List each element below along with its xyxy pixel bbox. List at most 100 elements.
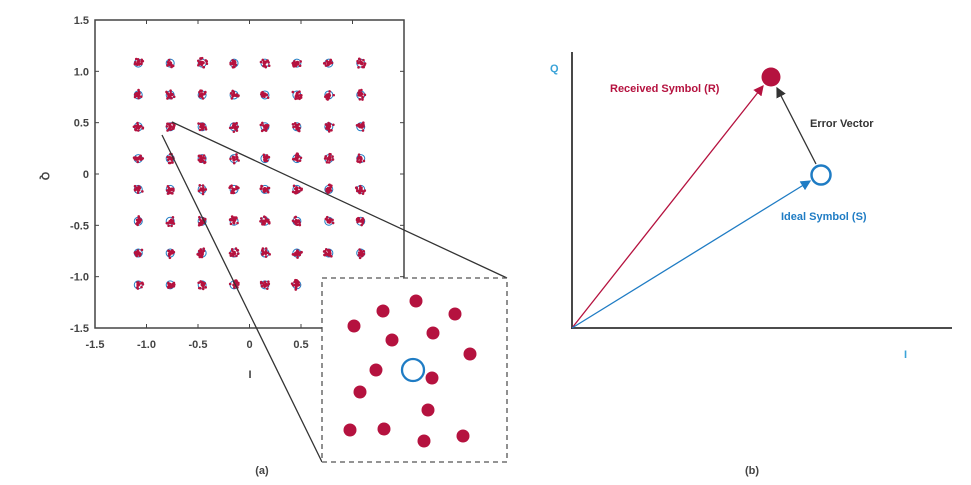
- received-point: [298, 97, 301, 101]
- received-point: [325, 252, 328, 256]
- received-point: [362, 159, 366, 163]
- received-point: [136, 284, 140, 287]
- received-point: [357, 57, 361, 61]
- received-point: [201, 184, 205, 187]
- received-point: [361, 192, 365, 195]
- received-point: [297, 223, 301, 226]
- received-point: [204, 188, 208, 191]
- received-point: [229, 61, 232, 65]
- received-point: [171, 249, 174, 252]
- received-point: [363, 62, 367, 65]
- received-point: [199, 89, 202, 93]
- received-point: [361, 220, 364, 224]
- inset-received-point: [369, 363, 383, 377]
- received-point: [264, 129, 268, 132]
- y-tick-label: 1.0: [74, 66, 89, 78]
- received-point: [232, 161, 236, 165]
- received-point: [140, 58, 144, 62]
- x-tick-label: -1.0: [137, 339, 156, 351]
- received-point: [293, 121, 297, 125]
- received-point: [267, 221, 271, 225]
- inset-points: [343, 294, 477, 448]
- received-point: [291, 122, 295, 126]
- received-point: [298, 186, 302, 190]
- x-tick-label: -0.5: [189, 339, 208, 351]
- received-point: [356, 216, 360, 220]
- received-point: [140, 248, 144, 252]
- received-point: [259, 217, 263, 220]
- received-point: [197, 281, 200, 285]
- received-point: [136, 249, 140, 252]
- received-point: [265, 188, 269, 191]
- received-point: [357, 189, 360, 193]
- received-point: [168, 219, 172, 223]
- received-point: [264, 255, 268, 258]
- received-point: [293, 64, 297, 67]
- received-point: [197, 61, 201, 65]
- received-point: [229, 157, 232, 161]
- received-point: [172, 189, 175, 192]
- received-point: [199, 57, 202, 60]
- received-point: [295, 152, 299, 155]
- received-vector: [571, 84, 764, 329]
- received-point: [327, 188, 331, 191]
- received-point: [325, 161, 329, 164]
- received-symbol: [761, 67, 781, 87]
- received-point: [201, 127, 205, 131]
- error-label: Error Vector: [810, 118, 874, 130]
- received-point: [202, 92, 206, 96]
- received-point: [299, 251, 303, 254]
- received-point: [323, 157, 327, 160]
- received-point: [260, 185, 264, 188]
- received-point: [139, 218, 142, 221]
- received-point: [300, 187, 303, 191]
- received-point: [228, 251, 232, 255]
- received-point: [197, 122, 200, 125]
- received-point: [233, 125, 236, 129]
- received-point: [201, 287, 205, 291]
- received-point: [234, 122, 237, 126]
- received-point: [356, 220, 359, 224]
- received-point: [259, 123, 263, 127]
- ideal-point: [165, 58, 175, 68]
- received-point: [362, 250, 366, 253]
- received-point: [292, 184, 296, 188]
- received-point: [296, 256, 299, 259]
- received-point: [172, 222, 176, 225]
- received-point: [267, 155, 271, 159]
- y-tick-label: 1.5: [74, 15, 89, 27]
- received-point: [197, 189, 201, 193]
- received-point: [360, 88, 363, 92]
- received-point: [354, 186, 358, 190]
- inset-received-point: [417, 434, 431, 448]
- received-point: [200, 253, 203, 257]
- received-point: [136, 125, 140, 129]
- received-point: [265, 123, 269, 127]
- received-point: [232, 61, 236, 65]
- received-point: [263, 283, 267, 287]
- received-point: [296, 63, 300, 66]
- received-point: [168, 256, 172, 260]
- received-point: [363, 93, 367, 97]
- received-point: [298, 159, 302, 162]
- received-point: [331, 221, 335, 225]
- received-point: [202, 249, 206, 253]
- inset-received-point: [456, 429, 470, 443]
- received-point: [197, 154, 201, 158]
- received-point: [170, 224, 173, 228]
- received-point: [260, 284, 264, 288]
- received-point: [197, 158, 201, 162]
- received-point: [259, 282, 263, 285]
- received-point: [356, 160, 360, 163]
- received-point: [139, 124, 143, 128]
- received-point: [137, 129, 140, 132]
- inset-received-point: [463, 347, 477, 361]
- received-point: [204, 59, 208, 62]
- received-point: [326, 98, 329, 101]
- received-point: [232, 222, 236, 225]
- received-point: [267, 280, 270, 283]
- received-point: [229, 92, 233, 95]
- ideal-vector: [571, 180, 812, 329]
- received-point: [299, 60, 302, 63]
- received-point: [133, 184, 137, 188]
